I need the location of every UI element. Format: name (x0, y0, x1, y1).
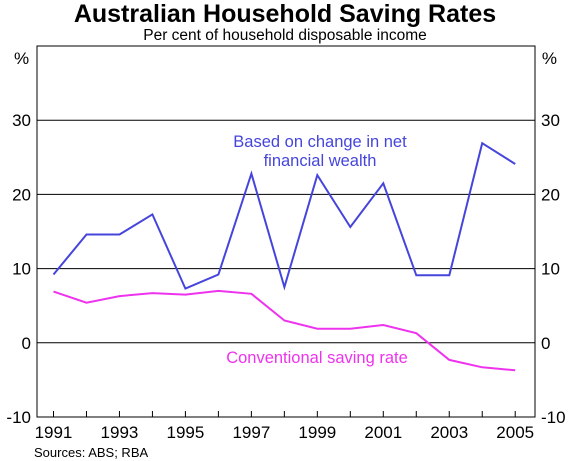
x-tick-label: 1991 (35, 423, 73, 442)
series-label-1: Conventional saving rate (226, 349, 408, 367)
x-tick-label: 1999 (298, 423, 336, 442)
y-tick-label-right: 20 (541, 185, 560, 204)
source-note: Sources: ABS; RBA (34, 445, 148, 460)
series-layer (52, 141, 516, 372)
y-tick-label-right: 30 (541, 111, 560, 130)
series-label-0: Based on change in net (233, 133, 407, 151)
y-axis-labels: -10 -10 0 0 10 10 20 20 30 30 (6, 111, 565, 427)
x-tick-label: 2003 (430, 423, 468, 442)
y-tick-label-left: 10 (12, 260, 31, 279)
y-unit-left: % (14, 49, 29, 68)
x-tick-label: 1997 (232, 423, 270, 442)
series-line-1 (53, 289, 516, 372)
x-tick-label: 2001 (364, 423, 402, 442)
series-line-0 (52, 141, 516, 291)
y-tick-label-left: 30 (12, 111, 31, 130)
x-tick-label: 2005 (496, 423, 534, 442)
y-tick-label-right: -10 (541, 408, 566, 427)
y-tick-label-left: -10 (6, 408, 31, 427)
series-label-0: financial wealth (264, 152, 377, 170)
x-tick-label: 1995 (166, 423, 204, 442)
gridlines (37, 119, 535, 344)
x-axis-labels: 1991 1993 1995 1997 1999 2001 2003 2005 (35, 423, 535, 442)
x-axis-ticks (52, 411, 516, 417)
chart-subtitle: Per cent of household disposable income (143, 27, 427, 44)
chart-title: Australian Household Saving Rates (74, 0, 496, 28)
x-tick-label: 1993 (101, 423, 139, 442)
y-tick-label-right: 10 (541, 260, 560, 279)
y-unit-right: % (542, 49, 557, 68)
plot-frame (36, 45, 536, 418)
y-tick-label-right: 0 (541, 334, 550, 353)
y-tick-label-left: 20 (12, 185, 31, 204)
y-tick-label-left: 0 (22, 334, 31, 353)
